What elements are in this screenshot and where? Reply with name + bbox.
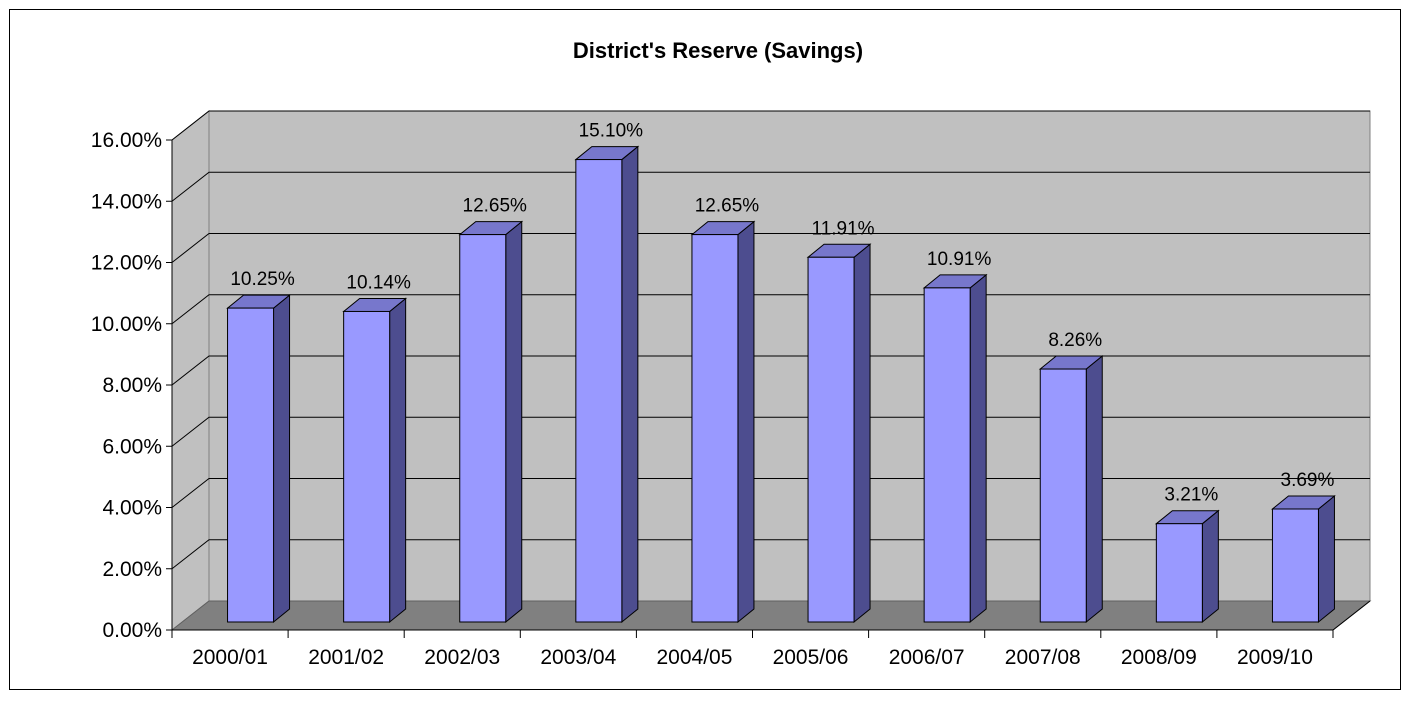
gridline (171, 110, 1370, 141)
bar-side (1317, 494, 1335, 624)
y-tick-label: 16.00% (91, 129, 162, 152)
chart-title: District's Reserve (Savings) (573, 38, 863, 63)
bar (458, 220, 524, 624)
bar-front (1039, 368, 1087, 623)
bar (1154, 509, 1220, 624)
bar-front (1271, 508, 1319, 623)
bar (1271, 494, 1336, 624)
bar-side (853, 243, 871, 624)
data-label: 15.10% (579, 121, 644, 142)
data-labels: 10.25% 10.14% 12.65% 15.10% 12.65% 11.91% 10.9… (230, 121, 1334, 506)
bar (1038, 354, 1104, 624)
bar-side (621, 145, 639, 624)
bar-front (343, 310, 391, 623)
x-tick-label: 2001/02 (308, 646, 384, 669)
bar-side (505, 220, 523, 624)
bar-front (1155, 523, 1203, 623)
gridline (171, 233, 1370, 263)
y-tick-label: 2.00% (102, 558, 162, 581)
y-tick-label: 8.00% (102, 374, 162, 397)
bar-front (459, 234, 507, 623)
x-tick-label: 2003/04 (540, 646, 616, 669)
x-tick-label: 2008/09 (1121, 646, 1197, 669)
bar (690, 220, 756, 624)
x-tick-label: 2006/07 (889, 646, 965, 669)
data-label: 12.65% (463, 196, 528, 217)
bar (806, 243, 872, 624)
bar (922, 273, 988, 624)
x-tick-label: 2004/05 (656, 646, 732, 669)
bar-side (273, 294, 291, 624)
x-axis-depth-line (1332, 600, 1371, 631)
data-label: 3.21% (1164, 485, 1218, 506)
y-tick-label: 6.00% (102, 435, 162, 458)
x-tick-label: 2005/06 (773, 646, 849, 669)
data-label: 10.91% (927, 249, 992, 270)
data-label: 10.25% (230, 269, 295, 290)
gridline (171, 171, 1370, 202)
bar-front (807, 256, 855, 623)
bar (226, 294, 291, 624)
bar-front (923, 287, 971, 623)
y-tick-label: 12.00% (91, 252, 162, 275)
bar-front (227, 307, 275, 623)
y-tick-label: 4.00% (102, 497, 162, 520)
data-label: 3.69% (1281, 470, 1335, 491)
y-tick-label: 0.00% (102, 619, 162, 642)
bar-front (575, 159, 623, 623)
x-tick-label: 2009/10 (1237, 646, 1313, 669)
bar-side (737, 220, 755, 624)
bars (226, 145, 1336, 624)
data-label: 8.26% (1048, 330, 1102, 351)
y-tick-label: 14.00% (91, 190, 162, 213)
bar-side (1085, 354, 1103, 624)
bar-side (1201, 509, 1219, 624)
x-tick-label: 2007/08 (1005, 646, 1081, 669)
bar-side (389, 297, 407, 624)
bar (342, 297, 408, 624)
x-axis: 2000/01 2001/02 2002/03 2003/04 2004/05 2005/… (171, 600, 1371, 669)
data-label: 11.91% (812, 218, 875, 239)
bar-front (691, 234, 739, 623)
bar (574, 145, 640, 624)
bar-side (969, 273, 987, 624)
data-label: 10.14% (346, 272, 411, 293)
x-tick-label: 2000/01 (192, 646, 268, 669)
data-label: 12.65% (695, 196, 760, 217)
y-axis: 0.00% 2.00% 4.00% 6.00% 8.00% 10.00% 12.00% 14.… (91, 129, 173, 642)
y-tick-label: 10.00% (91, 313, 162, 336)
x-tick-label: 2002/03 (424, 646, 500, 669)
